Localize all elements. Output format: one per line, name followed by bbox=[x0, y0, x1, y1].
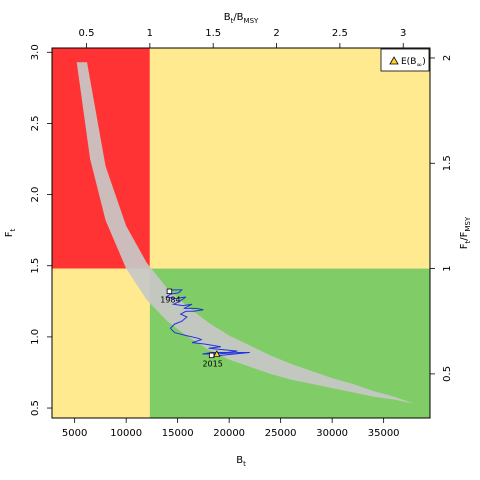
expected-biomass-marker bbox=[213, 350, 221, 357]
legend-box bbox=[380, 48, 430, 72]
x-tick-label: 20000 bbox=[213, 428, 245, 439]
points-layer: 1984 2015 bbox=[160, 288, 223, 368]
top-axis-label: Bt/BMSY bbox=[224, 12, 259, 25]
right-tick-label: 2 bbox=[442, 55, 453, 61]
y-tick-label: 2.5 bbox=[30, 115, 41, 131]
zone-overfishing bbox=[149, 48, 430, 269]
legend: E(B∞) bbox=[380, 48, 430, 72]
top-tick-label: 3 bbox=[400, 28, 406, 39]
top-tick-label: 2.5 bbox=[332, 28, 348, 39]
year-point-2015 bbox=[208, 352, 215, 359]
y-tick-label: 3.0 bbox=[30, 44, 41, 60]
right-axis-label: Ft/FMSY bbox=[459, 216, 472, 249]
x-tick-label: 30000 bbox=[316, 428, 348, 439]
top-tick-label: 2 bbox=[273, 28, 279, 39]
top-tick-label: 1.5 bbox=[205, 28, 221, 39]
x-tick-label: 35000 bbox=[368, 428, 400, 439]
y-tick-label: 0.5 bbox=[30, 400, 41, 416]
plot-frame bbox=[51, 47, 431, 419]
zone-overfished bbox=[52, 268, 150, 418]
year-point-1984 bbox=[166, 288, 173, 295]
right-tick-label: 1 bbox=[442, 265, 453, 271]
year-label-1984: 1984 bbox=[160, 295, 180, 304]
y-axis-label: Ft bbox=[4, 228, 17, 237]
y-tick-label: 1.0 bbox=[30, 329, 41, 345]
top-tick-label: 1 bbox=[147, 28, 153, 39]
legend-label: E(B∞) bbox=[401, 57, 426, 69]
x-axis-label: Bt bbox=[236, 455, 246, 468]
x-tick-label: 5000 bbox=[62, 428, 87, 439]
x-tick-label: 10000 bbox=[110, 428, 142, 439]
x-tick-label: 25000 bbox=[265, 428, 297, 439]
year-label-2015: 2015 bbox=[202, 359, 222, 368]
legend-marker-triangle-icon bbox=[389, 56, 399, 65]
zones-layer bbox=[52, 48, 430, 418]
y-tick-label: 2.0 bbox=[30, 187, 41, 203]
right-tick-label: 1.5 bbox=[442, 155, 453, 171]
right-tick-label: 0.5 bbox=[442, 366, 453, 382]
axes-layer: 5000 10000 15000 20000 25000 30000 35000 0.5 1.0… bbox=[30, 28, 453, 439]
x-tick-label: 15000 bbox=[162, 428, 194, 439]
top-tick-label: 0.5 bbox=[79, 28, 95, 39]
y-tick-label: 1.5 bbox=[30, 258, 41, 274]
